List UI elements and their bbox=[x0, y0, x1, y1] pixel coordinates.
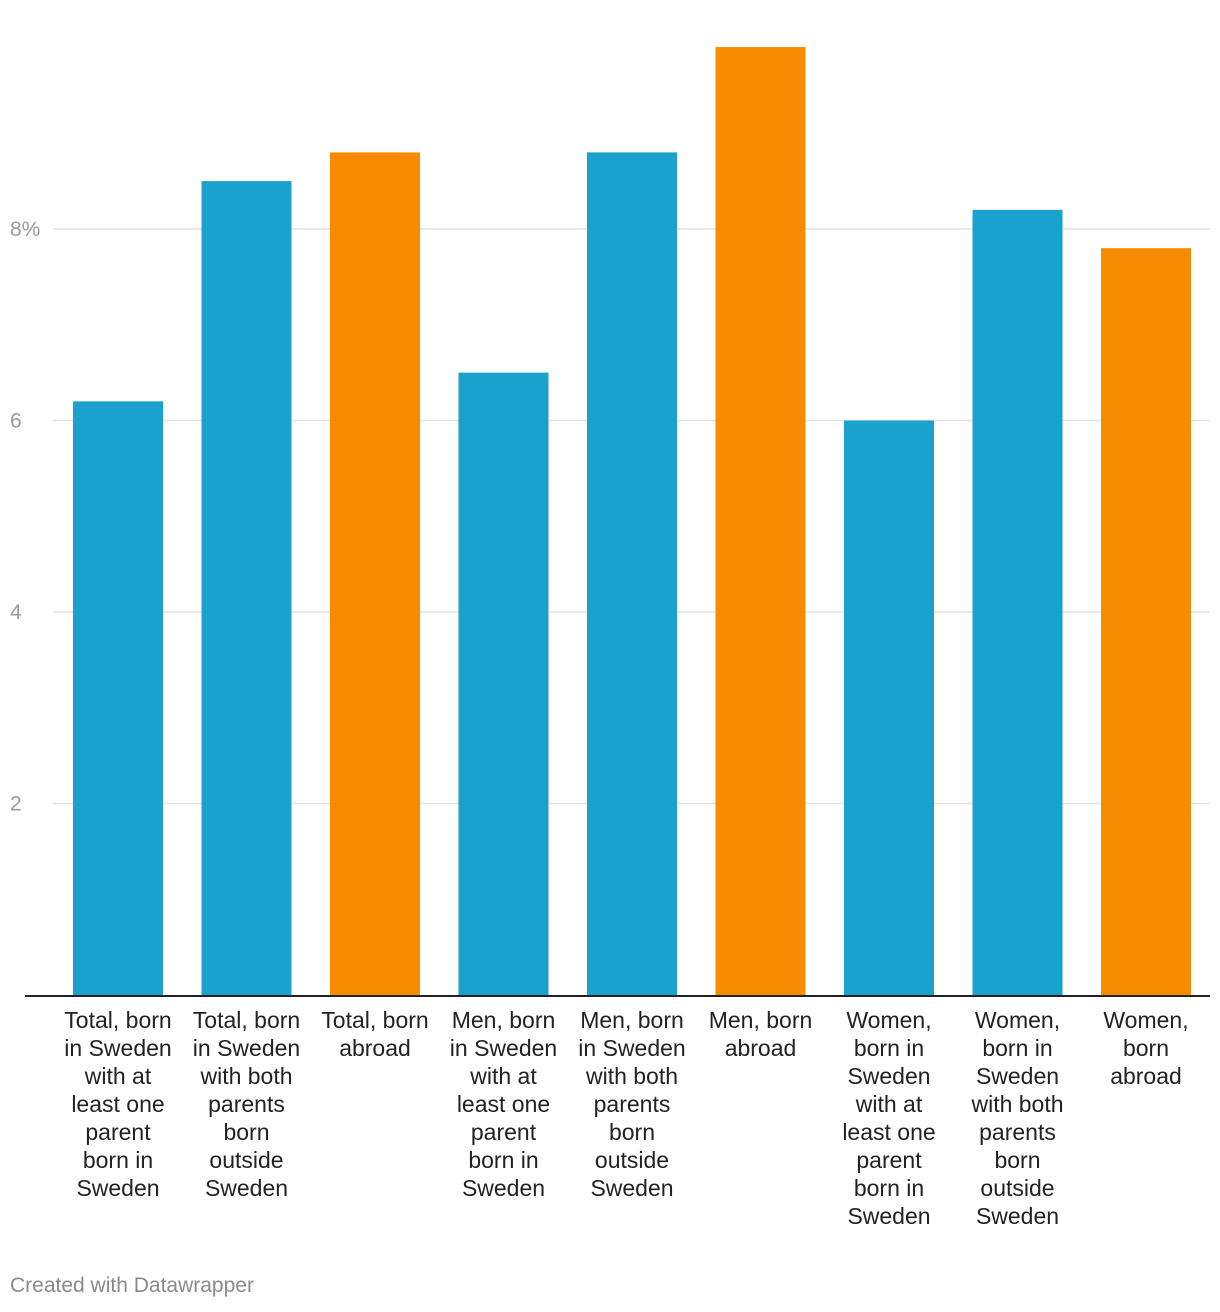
category-label-line: Total, born bbox=[64, 1007, 171, 1033]
bar[interactable] bbox=[972, 209, 1063, 996]
y-tick-label: 8% bbox=[10, 218, 40, 241]
category-label-line: born in bbox=[854, 1035, 924, 1061]
bar[interactable] bbox=[330, 152, 420, 995]
category-label-line: parent bbox=[85, 1119, 151, 1145]
datawrapper-credit[interactable]: Created with Datawrapper bbox=[10, 1274, 254, 1297]
category-label-line: in Sweden bbox=[578, 1035, 685, 1061]
category-label-line: Women, bbox=[1103, 1007, 1188, 1033]
y-tick-label: 2 bbox=[10, 793, 22, 816]
category-label-line: Women, bbox=[846, 1007, 931, 1033]
bar[interactable] bbox=[715, 47, 806, 995]
category-label-line: least one bbox=[842, 1119, 935, 1145]
category-label: Total, born abroad bbox=[321, 1007, 428, 1061]
category-label-line: Men, born bbox=[709, 1007, 813, 1033]
category-label-line: with both bbox=[970, 1091, 1063, 1117]
category-label-line: abroad bbox=[725, 1035, 797, 1061]
category-label-line: Sweden bbox=[847, 1063, 930, 1089]
category-label: Men, born in Sweden with at least one parent… bbox=[450, 1007, 557, 1201]
category-label-line: in Sweden bbox=[450, 1035, 557, 1061]
category-label-line: outside bbox=[209, 1147, 283, 1173]
y-tick-label: 6 bbox=[10, 410, 22, 433]
category-label: Women, born in Sweden with at least one paren… bbox=[842, 1007, 935, 1229]
y-axis-ticks: 2 4 6 8% bbox=[10, 218, 40, 816]
category-label-line: abroad bbox=[1110, 1063, 1182, 1089]
category-label-line: parents bbox=[208, 1091, 285, 1117]
category-label-line: Men, born bbox=[580, 1007, 684, 1033]
category-label-line: outside bbox=[595, 1147, 669, 1173]
bar[interactable] bbox=[458, 372, 549, 995]
category-label-line: born in bbox=[468, 1147, 538, 1173]
category-label-line: born bbox=[223, 1119, 269, 1145]
category-label-line: least one bbox=[457, 1091, 550, 1117]
category-label-line: parent bbox=[856, 1147, 922, 1173]
bar[interactable] bbox=[844, 420, 934, 996]
category-label-line: with at bbox=[469, 1063, 537, 1089]
category-label-line: Total, born bbox=[321, 1007, 428, 1033]
category-label-line: born in bbox=[982, 1035, 1052, 1061]
category-label-line: in Sweden bbox=[64, 1035, 171, 1061]
category-label-line: Women, bbox=[975, 1007, 1060, 1033]
category-label-line: parent bbox=[471, 1119, 537, 1145]
bar[interactable] bbox=[201, 181, 292, 995]
category-label: Total, born in Sweden with both parents born… bbox=[193, 1007, 300, 1201]
category-label-line: parents bbox=[594, 1091, 671, 1117]
bar[interactable] bbox=[587, 152, 677, 995]
category-label: Women, born in Sweden with both parents born o… bbox=[970, 1007, 1063, 1229]
category-label-line: with both bbox=[199, 1063, 292, 1089]
category-label-line: born in bbox=[854, 1175, 924, 1201]
category-label-line: born in bbox=[83, 1147, 153, 1173]
category-label-line: parents bbox=[979, 1119, 1056, 1145]
category-label-line: born bbox=[609, 1119, 655, 1145]
category-label-line: Sweden bbox=[847, 1203, 930, 1229]
category-label: Men, born abroad bbox=[709, 1007, 813, 1061]
category-label: Total, born in Sweden with at least one pare… bbox=[64, 1007, 171, 1201]
category-label-line: with at bbox=[84, 1063, 152, 1089]
category-label-line: with both bbox=[585, 1063, 678, 1089]
category-label-line: Men, born bbox=[452, 1007, 556, 1033]
category-label-line: least one bbox=[71, 1091, 164, 1117]
category-label-line: born bbox=[994, 1147, 1040, 1173]
category-label-line: Sweden bbox=[76, 1175, 159, 1201]
y-tick-label: 4 bbox=[10, 601, 22, 624]
category-label-line: Total, born bbox=[193, 1007, 300, 1033]
category-label: Men, born in Sweden with both parents born ou… bbox=[578, 1007, 685, 1201]
category-label-line: Sweden bbox=[976, 1063, 1059, 1089]
bars bbox=[73, 47, 1191, 996]
category-label-line: abroad bbox=[339, 1035, 411, 1061]
category-label-line: outside bbox=[980, 1175, 1054, 1201]
category-label-line: Sweden bbox=[976, 1203, 1059, 1229]
category-label-line: in Sweden bbox=[193, 1035, 300, 1061]
category-label: Women, born abroad bbox=[1103, 1007, 1188, 1089]
bar[interactable] bbox=[73, 401, 163, 996]
category-label-line: Sweden bbox=[205, 1175, 288, 1201]
x-axis-labels: Total, born in Sweden with at least one pare… bbox=[64, 1007, 1188, 1229]
bar[interactable] bbox=[1101, 248, 1191, 995]
category-label-line: Sweden bbox=[462, 1175, 545, 1201]
category-label-line: with at bbox=[855, 1091, 923, 1117]
category-label-line: born bbox=[1123, 1035, 1169, 1061]
category-label-line: Sweden bbox=[590, 1175, 673, 1201]
